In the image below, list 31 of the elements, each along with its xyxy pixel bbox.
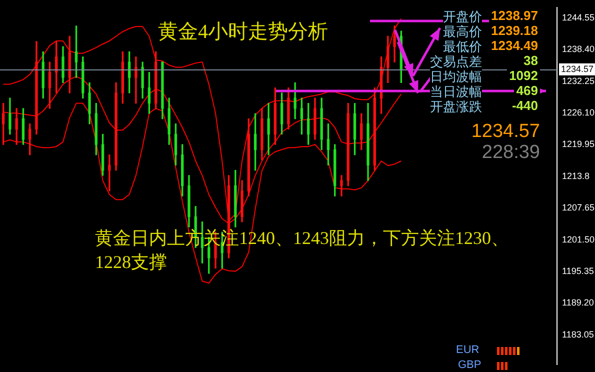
y-tick-label: 1195.35 (562, 266, 594, 276)
annotation: 1234.57 (471, 121, 540, 143)
annotation: -440 (510, 98, 540, 113)
y-tick-label: 1207.65 (562, 202, 595, 213)
y-tick-label: 1238.40 (562, 44, 595, 54)
annotation: GBP (458, 359, 482, 371)
annotation: 228:39 (482, 142, 540, 164)
annotation: 1092 (507, 68, 540, 83)
annotation: 最低价 (443, 38, 482, 56)
annotation: 最高价 (443, 23, 482, 41)
annotation: 1234.49 (489, 38, 540, 53)
annotation: 交易点差 (430, 53, 482, 71)
annotation: 469 (514, 83, 540, 98)
y-tick-label: 1219.95 (562, 139, 595, 150)
annotation: 1238.97 (489, 8, 540, 23)
y-tick-label: 1244.55 (562, 12, 595, 22)
annotation: 开盘价 (443, 8, 482, 26)
y-tick-label: 1189.20 (562, 298, 594, 308)
y-tick-label: 1183.05 (562, 329, 594, 340)
ref-line-label: 1234.57 (561, 64, 594, 74)
y-tick-label: 1213.8 (562, 170, 590, 181)
annotation: 38 (522, 53, 540, 68)
annotation: EUR (456, 344, 480, 356)
y-tick-label: 1201.50 (562, 234, 595, 244)
annotation: 1239.18 (489, 23, 540, 38)
text: 黄金4小时走势分析 (158, 20, 328, 45)
y-tick-label: 1226.10 (562, 108, 595, 118)
y-tick-label: 1232.25 (562, 76, 595, 86)
annotation: 当日波幅 (430, 83, 482, 101)
annotation: 日均波幅 (430, 68, 482, 86)
annotation: 开盘涨跌 (430, 98, 482, 116)
